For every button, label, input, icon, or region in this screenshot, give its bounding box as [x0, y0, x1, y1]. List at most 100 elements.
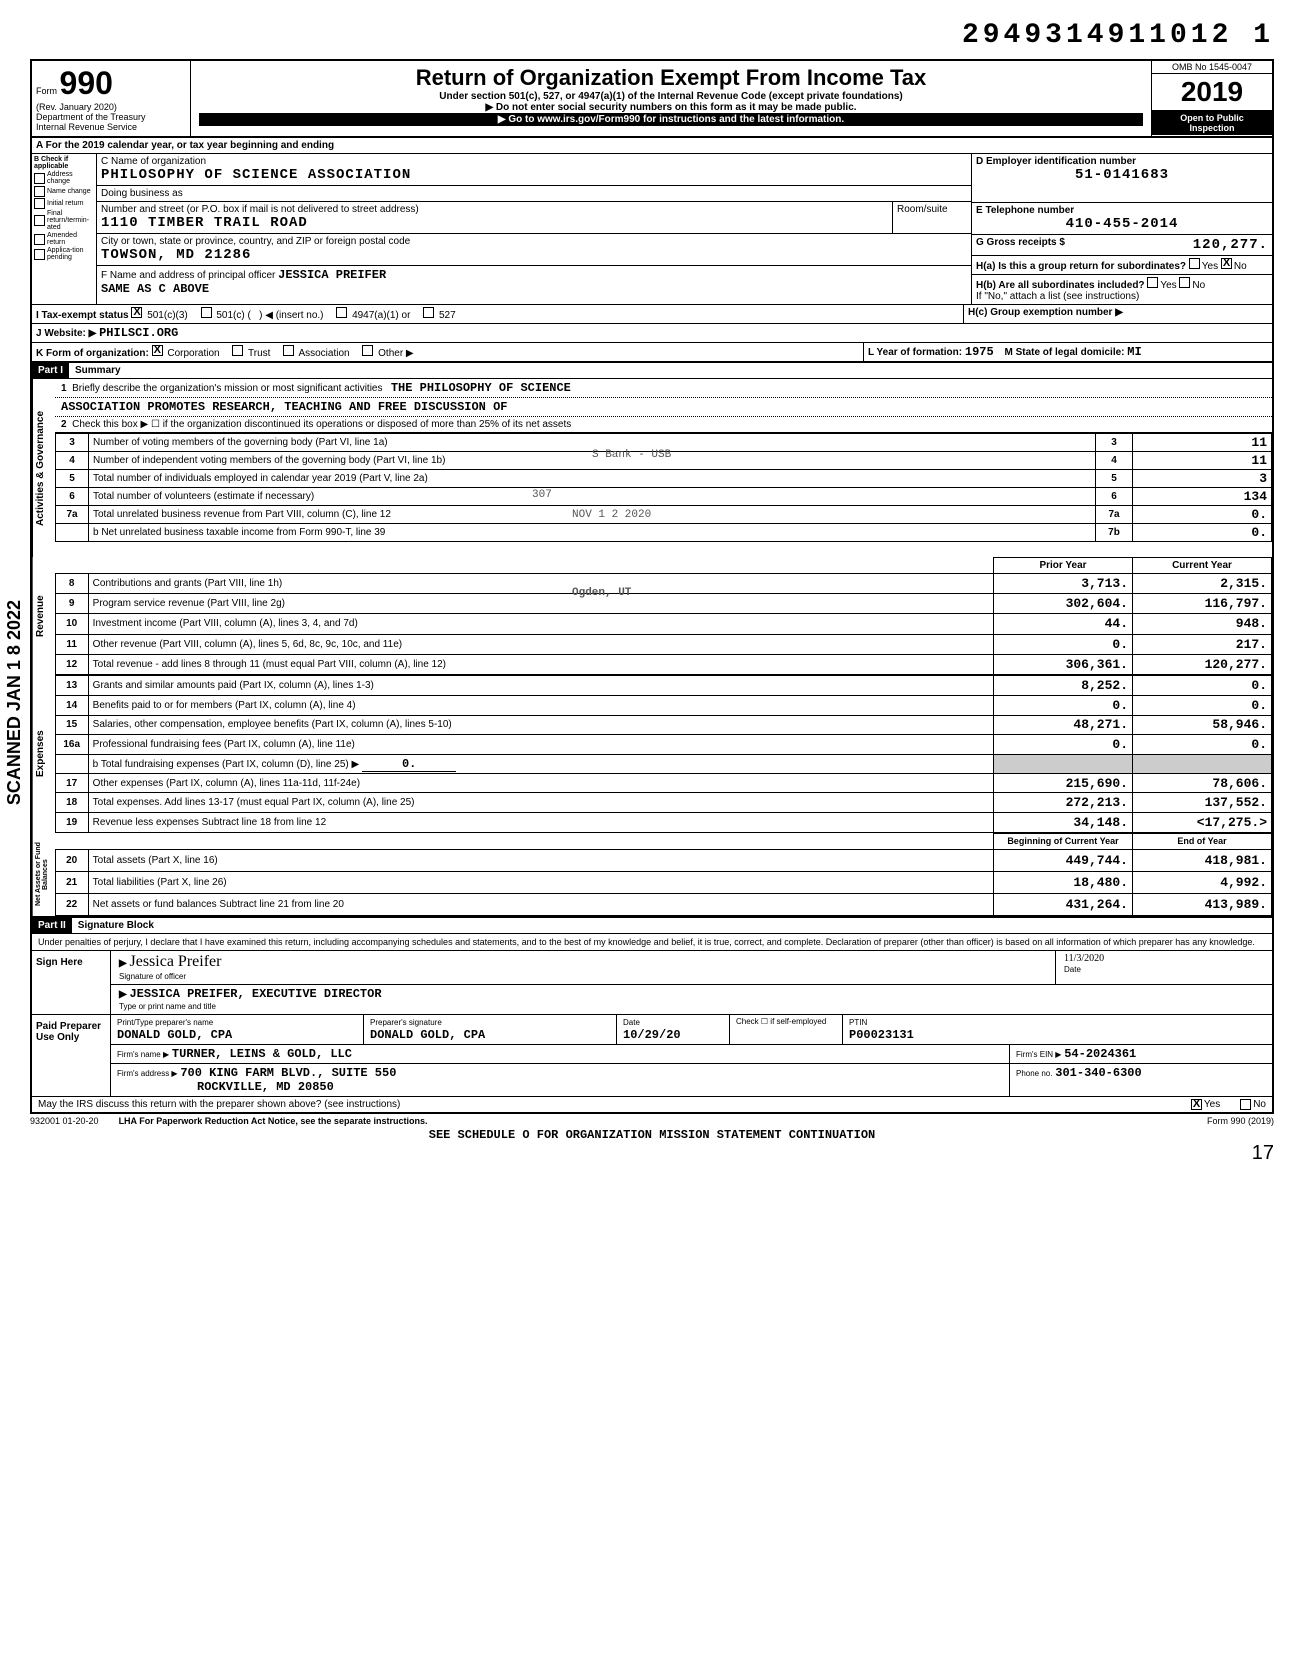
i-label: I Tax-exempt status [36, 310, 129, 321]
website: PHILSCI.ORG [99, 326, 178, 340]
hb-note: If "No," attach a list (see instructions… [976, 291, 1139, 302]
firm-name: TURNER, LEINS & GOLD, LLC [172, 1047, 352, 1061]
officer-type-label: Type or print name and title [119, 1002, 216, 1011]
ptin-label: PTIN [849, 1018, 867, 1027]
vert-net: Net Assets or Fund Balances [32, 833, 55, 916]
part1-title: Summary [75, 365, 121, 376]
officer-print-name: JESSICA PREIFER, EXECUTIVE DIRECTOR [129, 987, 381, 1001]
sig-date: 11/3/2020 [1064, 953, 1104, 964]
cb-ha-yes[interactable] [1189, 258, 1200, 269]
dba-label: Doing business as [97, 186, 971, 202]
section-a: A For the 2019 calendar year, or tax yea… [32, 138, 1272, 154]
cb-discuss-yes[interactable] [1191, 1099, 1202, 1110]
inspection: Inspection [1189, 123, 1234, 133]
open-public: Open to Public [1180, 113, 1244, 123]
part2-title: Signature Block [78, 920, 154, 931]
vert-revenue: Revenue [32, 557, 55, 675]
firm-addr2: ROCKVILLE, MD 20850 [197, 1080, 334, 1094]
vert-governance: Activities & Governance [32, 379, 55, 557]
f-label: F Name and address of principal officer [101, 270, 275, 281]
firm-name-label: Firm's name ▶ [117, 1050, 169, 1059]
cb-assoc[interactable] [283, 345, 294, 356]
prep-name: DONALD GOLD, CPA [117, 1028, 232, 1042]
cb-trust[interactable] [232, 345, 243, 356]
cb-amended[interactable] [34, 234, 45, 245]
cb-hb-no[interactable] [1179, 277, 1190, 288]
form-title: Return of Organization Exempt From Incom… [199, 65, 1143, 91]
cb-name-change[interactable] [34, 186, 45, 197]
date-label: Date [1064, 965, 1081, 974]
check-self: Check ☐ if self-employed [730, 1015, 843, 1044]
j-label: J Website: ▶ [36, 328, 96, 339]
stamp-bank: S Bank - USB [592, 449, 671, 461]
firm-addr-label: Firm's address ▶ [117, 1069, 178, 1078]
g-label: G Gross receipts $ [976, 237, 1065, 253]
cb-4947[interactable] [336, 307, 347, 318]
ptin: P00023131 [849, 1028, 914, 1042]
form-irs: Internal Revenue Service [36, 122, 137, 132]
cb-discuss-no[interactable] [1240, 1099, 1251, 1110]
cb-initial[interactable] [34, 198, 45, 209]
cb-final[interactable] [34, 215, 45, 226]
form-note1: ▶ Do not enter social security numbers o… [199, 102, 1143, 113]
cb-application[interactable] [34, 249, 45, 260]
cb-hb-yes[interactable] [1147, 277, 1158, 288]
mission-text: THE PHILOSOPHY OF SCIENCE [391, 381, 571, 395]
discuss-label: May the IRS discuss this return with the… [38, 1099, 1191, 1110]
page-number: 17 [30, 1142, 1274, 1165]
year-formation: 1975 [965, 345, 994, 359]
city-label: City or town, state or province, country… [101, 236, 967, 247]
footer-cont: SEE SCHEDULE O FOR ORGANIZATION MISSION … [30, 1128, 1274, 1142]
cb-501c[interactable] [201, 307, 212, 318]
cb-527[interactable] [423, 307, 434, 318]
prep-sig: DONALD GOLD, CPA [370, 1028, 485, 1042]
phone: 410-455-2014 [976, 216, 1268, 232]
sign-here-label: Sign Here [32, 951, 111, 1014]
section-b: B Check if applicable Address change Nam… [32, 154, 97, 304]
hb-label: H(b) Are all subordinates included? [976, 280, 1145, 291]
domicile-state: MI [1127, 345, 1141, 359]
cb-address-change[interactable] [34, 173, 45, 184]
tax-year: 2019 [1152, 74, 1272, 111]
form-subtitle: Under section 501(c), 527, or 4947(a)(1)… [199, 91, 1143, 102]
form-note2: ▶ Go to www.irs.gov/Form990 for instruct… [199, 113, 1143, 126]
room-label: Room/suite [893, 202, 971, 233]
part2-header: Part II [32, 918, 72, 933]
c-label: C Name of organization [101, 156, 967, 167]
firm-ein: 54-2024361 [1064, 1047, 1136, 1061]
prep-sig-label: Preparer's signature [370, 1018, 442, 1027]
cb-ha-no[interactable] [1221, 258, 1232, 269]
officer-signature: Jessica Preifer [129, 953, 221, 970]
cb-corp[interactable] [152, 345, 163, 356]
part1-header: Part I [32, 363, 69, 378]
addr-label: Number and street (or P.O. box if mail i… [101, 204, 888, 215]
line1-label: Briefly describe the organization's miss… [72, 383, 382, 394]
prep-name-label: Print/Type preparer's name [117, 1018, 213, 1027]
form-header: Form 990 (Rev. January 2020) Department … [30, 59, 1274, 136]
revenue-table: Prior YearCurrent Year8Contributions and… [55, 557, 1272, 675]
cb-501c3[interactable] [131, 307, 142, 318]
stamp-307: 307 [532, 489, 552, 501]
e-label: E Telephone number [976, 205, 1268, 216]
ein: 51-0141683 [976, 167, 1268, 183]
expenses-table: 13Grants and similar amounts paid (Part … [55, 675, 1272, 833]
hc-label: H(c) Group exemption number ▶ [968, 307, 1123, 318]
org-addr: 1110 TIMBER TRAIL ROAD [101, 215, 888, 231]
footer-code: 932001 01-20-20 [30, 1116, 99, 1126]
phone-label: Phone no. [1016, 1069, 1052, 1078]
officer-name: JESSICA PREIFER [278, 268, 386, 282]
form-dept: Department of the Treasury [36, 112, 146, 122]
firm-ein-label: Firm's EIN ▶ [1016, 1050, 1061, 1059]
d-label: D Employer identification number [976, 156, 1268, 167]
sig-officer-label: Signature of officer [119, 972, 186, 981]
stamp-date: NOV 1 2 2020 [572, 509, 651, 521]
stamp-ogden: Ogden, UT [572, 587, 631, 599]
m-label: M State of legal domicile: [1004, 347, 1124, 358]
paid-prep-label: Paid Preparer Use Only [32, 1015, 111, 1096]
top-code: 2949314911012 1 [30, 20, 1274, 51]
k-label: K Form of organization: [36, 348, 149, 359]
cb-other[interactable] [362, 345, 373, 356]
firm-addr1: 700 KING FARM BLVD., SUITE 550 [180, 1066, 396, 1080]
omb-number: OMB No 1545-0047 [1152, 61, 1272, 74]
org-name: PHILOSOPHY OF SCIENCE ASSOCIATION [101, 167, 967, 183]
